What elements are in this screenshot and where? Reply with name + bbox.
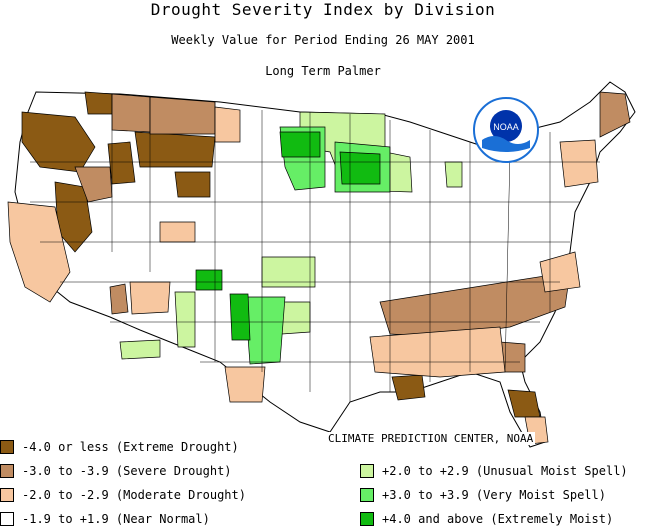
region-extreme-louisiana	[391, 374, 426, 401]
legend-moderate: -2.0 to -2.9 (Moderate Drought)	[0, 488, 246, 502]
legend-extreme: -4.0 or less (Extreme Drought)	[0, 440, 239, 454]
region-moderate-southeast	[369, 326, 506, 378]
legend-swatch-severe	[0, 464, 14, 478]
noaa-logo: NOAA	[473, 97, 539, 163]
legend-swatch-very-moist	[360, 488, 374, 502]
legend-severe: -3.0 to -3.9 (Severe Drought)	[0, 464, 232, 478]
legend-extremely-moist: +4.0 and above (Extremely Moist)	[360, 512, 613, 526]
legend-very-moist: +3.0 to +3.9 (Very Moist Spell)	[360, 488, 606, 502]
legend-swatch-unusual-moist	[360, 464, 374, 478]
logo-text: NOAA	[493, 122, 519, 132]
map-subtitle: Weekly Value for Period Ending 26 MAY 20…	[171, 33, 475, 47]
region-moderate-colorado	[159, 221, 196, 243]
legend-label-extremely-moist: +4.0 and above (Extremely Moist)	[382, 512, 614, 526]
region-extremely-moist-mn	[339, 151, 381, 185]
region-unusual-moist-kansas	[261, 256, 316, 288]
region-unusual-moist-nm	[174, 291, 196, 348]
legend-label-unusual-moist: +2.0 to +2.9 (Unusual Moist Spell)	[382, 464, 628, 478]
region-severe-dakotas-west	[149, 96, 216, 135]
legend-label-extreme: -4.0 or less (Extreme Drought)	[22, 440, 239, 454]
region-extreme-wyoming	[174, 171, 211, 198]
legend-normal: -1.9 to +1.9 (Near Normal)	[0, 512, 210, 526]
region-very-moist-oklahoma	[244, 296, 286, 365]
region-unusual-moist-az	[119, 339, 161, 360]
map-title: Drought Severity Index by Division	[150, 0, 496, 19]
legend-label-moderate: -2.0 to -2.9 (Moderate Drought)	[22, 488, 246, 502]
region-extremely-moist-nm	[229, 293, 251, 341]
index-name: Long Term Palmer	[265, 64, 381, 78]
credit-label: CLIMATE PREDICTION CENTER, NOAA	[326, 432, 536, 445]
region-unusual-moist-michigan	[444, 161, 463, 188]
region-moderate-northeast	[559, 139, 599, 188]
region-extreme-montana	[134, 131, 216, 168]
legend-swatch-extreme	[0, 440, 14, 454]
region-moderate-california	[7, 201, 71, 303]
legend-unusual-moist: +2.0 to +2.9 (Unusual Moist Spell)	[360, 464, 628, 478]
region-extremely-moist-nd	[279, 131, 321, 158]
region-extreme-wash	[84, 91, 113, 115]
region-severe-utah	[109, 283, 129, 315]
legend-label-very-moist: +3.0 to +3.9 (Very Moist Spell)	[382, 488, 606, 502]
legend-swatch-extremely-moist	[360, 512, 374, 526]
region-moderate-texas-west	[224, 366, 266, 403]
region-severe-maine	[599, 91, 631, 138]
us-climate-division-map	[7, 81, 636, 448]
region-moderate-montana-east	[214, 106, 241, 143]
legend-label-severe: -3.0 to -3.9 (Severe Drought)	[22, 464, 232, 478]
region-severe-washington	[111, 93, 151, 133]
logo-core	[490, 110, 522, 142]
legend-label-normal: -1.9 to +1.9 (Near Normal)	[22, 512, 210, 526]
legend-swatch-normal	[0, 512, 14, 526]
region-extreme-idaho	[107, 141, 136, 185]
logo-wave	[482, 136, 530, 152]
region-moderate-arizona	[129, 281, 171, 315]
region-extremely-moist-co	[195, 269, 223, 291]
legend-swatch-moderate	[0, 488, 14, 502]
